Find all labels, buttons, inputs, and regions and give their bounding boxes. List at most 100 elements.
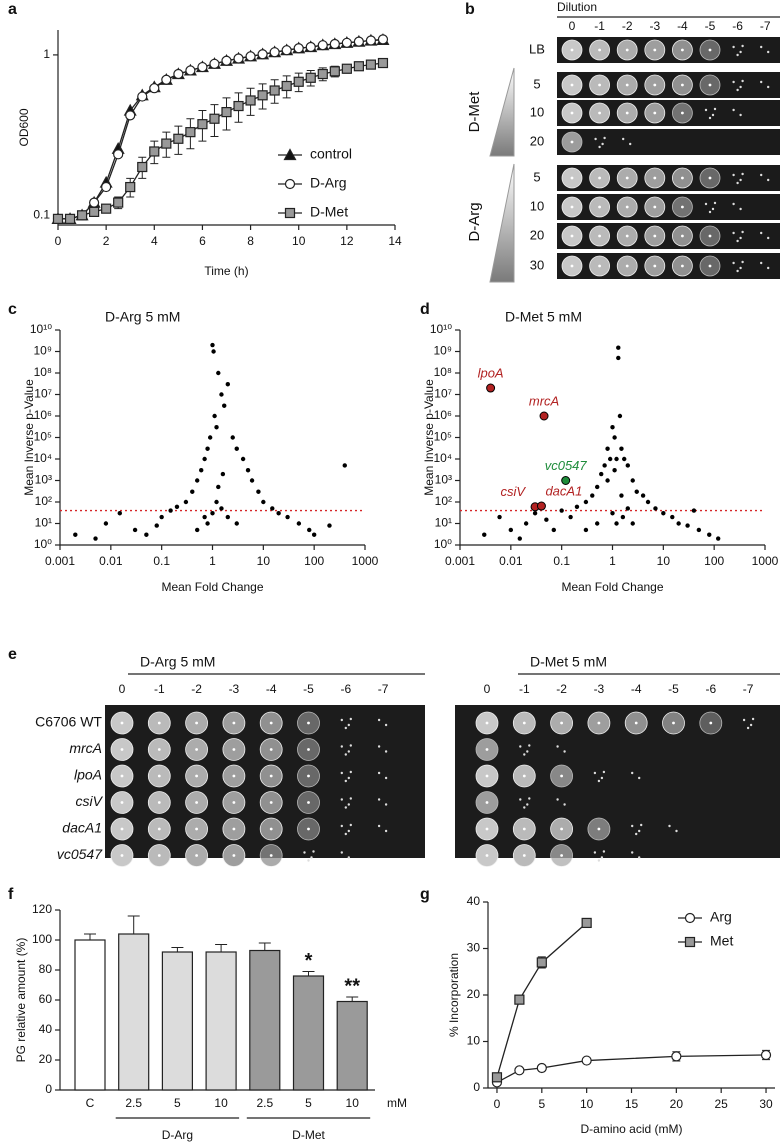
row-label: 10: [530, 198, 544, 213]
marker: [161, 74, 172, 85]
point: [154, 523, 159, 528]
point: [222, 403, 227, 408]
colony: [523, 753, 526, 756]
spot-center: [570, 205, 574, 209]
spot-center: [598, 205, 601, 209]
colony: [347, 829, 350, 833]
colony: [340, 824, 343, 828]
point: [211, 349, 216, 354]
point: [73, 532, 78, 537]
spot-center: [653, 48, 657, 52]
unit-label: mM: [387, 1096, 407, 1110]
point: [225, 382, 231, 387]
spot-center: [522, 854, 526, 857]
colony: [631, 771, 634, 775]
x-tick-label: 100: [704, 554, 724, 568]
point: [256, 489, 261, 494]
spot-center: [157, 721, 161, 725]
spot-center: [597, 827, 601, 831]
spot-center: [269, 748, 273, 751]
spot-center: [120, 854, 124, 857]
marker: [377, 57, 389, 69]
y-tick-label: 10³: [35, 473, 52, 487]
colony: [377, 824, 381, 828]
marker: [221, 106, 232, 118]
colony: [377, 718, 381, 722]
group-label: D-Arg: [162, 1128, 193, 1142]
colony: [736, 53, 739, 57]
spot-center: [269, 827, 273, 831]
colony: [736, 239, 739, 243]
spot-center: [625, 111, 629, 115]
point: [670, 514, 675, 520]
point: [568, 514, 573, 520]
spot-center: [195, 748, 199, 751]
point: [517, 536, 522, 541]
marker: [209, 113, 220, 124]
bar: [74, 939, 106, 1091]
x-tick-label: 2.5: [256, 1096, 273, 1110]
marker: [377, 34, 389, 45]
x-tick-label: 10: [580, 1097, 594, 1111]
y-axis-label: PG relative amount (%): [14, 938, 28, 1063]
x-tick-label: 0.1: [553, 554, 570, 568]
strain-label: vc0547: [57, 846, 103, 862]
point: [245, 468, 251, 473]
marker: [149, 83, 160, 94]
spot-center: [269, 774, 273, 778]
spot-center: [634, 721, 638, 725]
point: [219, 506, 224, 511]
colony: [704, 202, 708, 206]
point: [594, 484, 600, 490]
spot-center: [708, 176, 712, 180]
spot-center: [120, 827, 124, 831]
spot-center: [485, 854, 489, 857]
spot-center: [708, 48, 712, 52]
colony: [310, 856, 313, 859]
point: [602, 463, 607, 468]
colony: [340, 745, 343, 748]
x-tick-label: 0: [494, 1097, 501, 1111]
colony: [741, 44, 744, 48]
marker: [365, 59, 377, 70]
y-axis-label: % Incorporation: [447, 953, 461, 1037]
legend-marker: [284, 178, 296, 190]
point: [202, 514, 207, 520]
x-tick-label: 25: [715, 1097, 729, 1111]
series-line: [58, 62, 384, 220]
colony: [631, 851, 634, 854]
x-tick-label: 2.5: [125, 1096, 142, 1110]
marker: [173, 133, 184, 144]
point: [497, 514, 502, 520]
error-bar: [302, 971, 315, 976]
dilution-label: -7: [743, 682, 754, 696]
colony: [563, 803, 566, 806]
colony: [704, 108, 708, 112]
point: [696, 527, 702, 533]
spot-center: [232, 854, 236, 857]
y-tick-label: 10¹⁰: [30, 322, 52, 336]
colony: [622, 137, 625, 141]
colony: [739, 207, 742, 211]
point: [508, 527, 514, 533]
marker: [514, 994, 525, 1005]
point: [616, 345, 621, 350]
spot-center: [708, 83, 712, 87]
x-tick-label: 5: [305, 1096, 312, 1110]
point: [616, 355, 621, 361]
colony: [732, 231, 735, 235]
point: [307, 527, 312, 533]
point: [532, 511, 538, 516]
marker: [281, 80, 292, 92]
colony: [347, 856, 350, 859]
point: [159, 514, 164, 520]
annotation: lpoA: [478, 365, 504, 380]
colony: [344, 806, 347, 809]
dilution-label: -7: [378, 682, 389, 696]
colony: [344, 753, 347, 756]
y-axis-label: Mean Inverse p-Value: [422, 379, 436, 496]
bar: [249, 949, 281, 1091]
colony: [732, 261, 735, 265]
spot-center: [681, 205, 684, 209]
group-label: D-Arg: [466, 202, 483, 241]
